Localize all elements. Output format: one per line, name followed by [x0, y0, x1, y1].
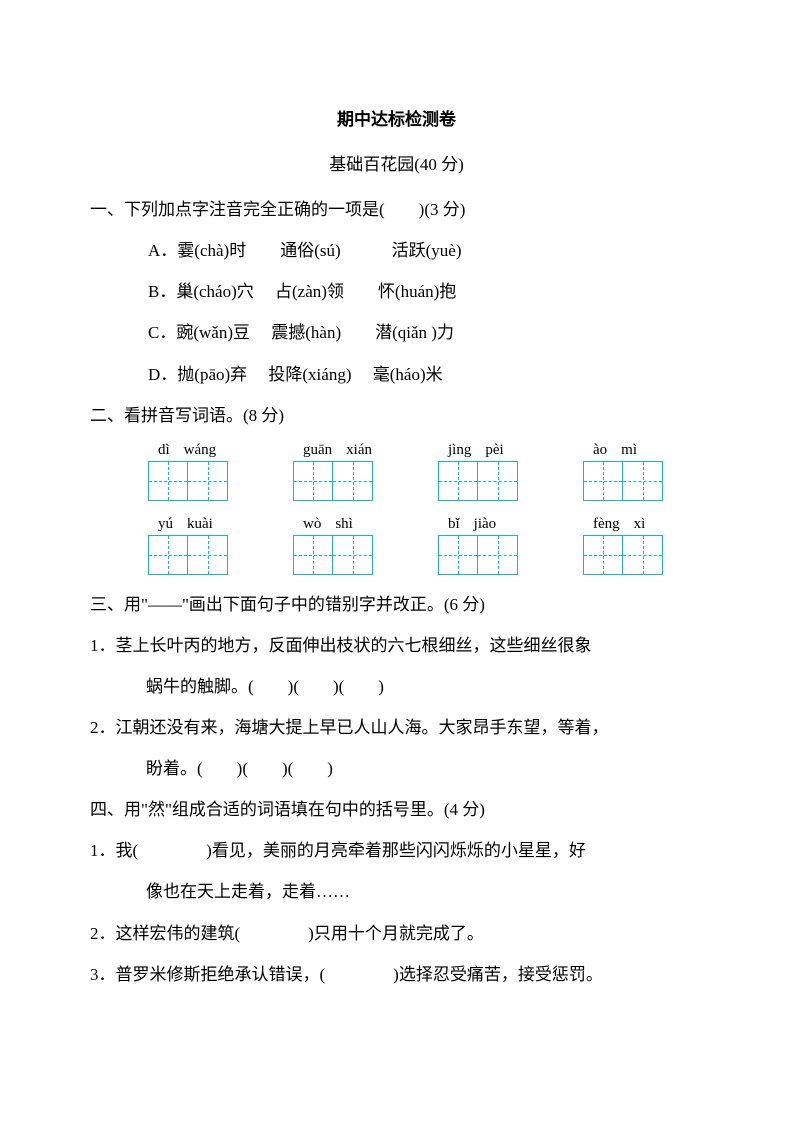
page-title: 期中达标检测卷 — [90, 100, 703, 139]
tianzi-box — [333, 535, 373, 575]
q3-item1-b: 蜗牛的触脚。( )( )( ) — [90, 667, 703, 706]
tianzi-box — [583, 535, 623, 575]
q4-item3: 3．普罗米修斯拒绝承认错误，( )选择忍受痛苦，接受惩罚。 — [90, 955, 703, 994]
page-subtitle: 基础百花园(40 分) — [90, 145, 703, 184]
pinyin-label: bǐ jiào — [438, 515, 548, 533]
q4-head: 四、用"然"组成合适的词语填在句中的括号里。(4 分) — [90, 790, 703, 829]
pinyin-label: fèng xì — [583, 515, 693, 533]
q3-item1-a: 1．茎上长叶丙的地方，反面伸出枝状的六七根细丝，这些细丝很象 — [90, 626, 703, 665]
tianzi-box — [188, 535, 228, 575]
pinyin-label: yú kuài — [148, 515, 258, 533]
pinyin-text: mì — [621, 441, 637, 459]
tianzi-box — [438, 461, 478, 501]
tianzi-box — [438, 535, 478, 575]
tianzi-box — [333, 461, 373, 501]
tianzi-pair — [293, 535, 403, 575]
tianzi-pair — [583, 535, 693, 575]
pinyin-cell: fèng xì — [583, 515, 693, 575]
q1-head: 一、下列加点字注音完全正确的一项是( )(3 分) — [90, 190, 703, 229]
q4-item1-a: 1．我( )看见，美丽的月亮牵着那些闪闪烁烁的小星星，好 — [90, 831, 703, 870]
pinyin-text: wáng — [184, 441, 217, 459]
tianzi-pair — [148, 461, 258, 501]
tianzi-pair — [438, 535, 548, 575]
pinyin-text: xì — [634, 515, 646, 533]
pinyin-label: guān xián — [293, 441, 403, 459]
pinyin-cell: bǐ jiào — [438, 515, 548, 575]
tianzi-box — [478, 461, 518, 501]
pinyin-cell: yú kuài — [148, 515, 258, 575]
tianzi-pair — [293, 461, 403, 501]
q1-option-a: A．霎(chà)时 通俗(sú) 活跃(yuè) — [90, 231, 703, 270]
tianzi-box — [293, 535, 333, 575]
pinyin-text: shì — [335, 515, 353, 533]
pinyin-cell: guān xián — [293, 441, 403, 501]
pinyin-text: guān — [303, 441, 332, 459]
pinyin-cell: wò shì — [293, 515, 403, 575]
q3-item2-b: 盼着。( )( )( ) — [90, 749, 703, 788]
tianzi-box — [148, 535, 188, 575]
pinyin-label: dì wáng — [148, 441, 258, 459]
tianzi-box — [188, 461, 228, 501]
pinyin-text: jiào — [474, 515, 497, 533]
pinyin-text: jìng — [448, 441, 471, 459]
tianzi-pair — [438, 461, 548, 501]
pinyin-text: dì — [158, 441, 170, 459]
tianzi-box — [623, 461, 663, 501]
pinyin-text: wò — [303, 515, 321, 533]
q4-item1-b: 像也在天上走着，走着…… — [90, 872, 703, 911]
pinyin-cell: ào mì — [583, 441, 693, 501]
pinyin-text: kuài — [187, 515, 213, 533]
pinyin-text: yú — [158, 515, 173, 533]
q2-row2: yú kuài wò shì bǐ jiào — [90, 515, 703, 575]
pinyin-label: wò shì — [293, 515, 403, 533]
tianzi-box — [478, 535, 518, 575]
exam-page: 期中达标检测卷 基础百花园(40 分) 一、下列加点字注音完全正确的一项是( )… — [0, 0, 793, 1122]
tianzi-box — [293, 461, 333, 501]
q2-head: 二、看拼音写词语。(8 分) — [90, 396, 703, 435]
tianzi-box — [623, 535, 663, 575]
q4-item2: 2．这样宏伟的建筑( )只用十个月就完成了。 — [90, 914, 703, 953]
q1-option-b: B．巢(cháo)穴 占(zàn)领 怀(huán)抱 — [90, 272, 703, 311]
tianzi-pair — [583, 461, 693, 501]
q1-option-d: D．抛(pāo)弃 投降(xiáng) 毫(háo)米 — [90, 355, 703, 394]
pinyin-text: ào — [593, 441, 607, 459]
pinyin-cell: dì wáng — [148, 441, 258, 501]
tianzi-box — [583, 461, 623, 501]
pinyin-text: xián — [346, 441, 372, 459]
pinyin-text: pèi — [485, 441, 503, 459]
pinyin-cell: jìng pèi — [438, 441, 548, 501]
q3-item2-a: 2．江朝还没有来，海塘大提上早已人山人海。大家昂手东望，等着， — [90, 708, 703, 747]
pinyin-text: fèng — [593, 515, 620, 533]
q3-head: 三、用"——"画出下面句子中的错别字并改正。(6 分) — [90, 585, 703, 624]
tianzi-pair — [148, 535, 258, 575]
pinyin-text: bǐ — [448, 515, 460, 533]
pinyin-label: ào mì — [583, 441, 693, 459]
q1-option-c: C．豌(wǎn)豆 震撼(hàn) 潜(qiǎn )力 — [90, 313, 703, 352]
q2-row1: dì wáng guān xián jìng pèi — [90, 441, 703, 501]
tianzi-box — [148, 461, 188, 501]
pinyin-label: jìng pèi — [438, 441, 548, 459]
